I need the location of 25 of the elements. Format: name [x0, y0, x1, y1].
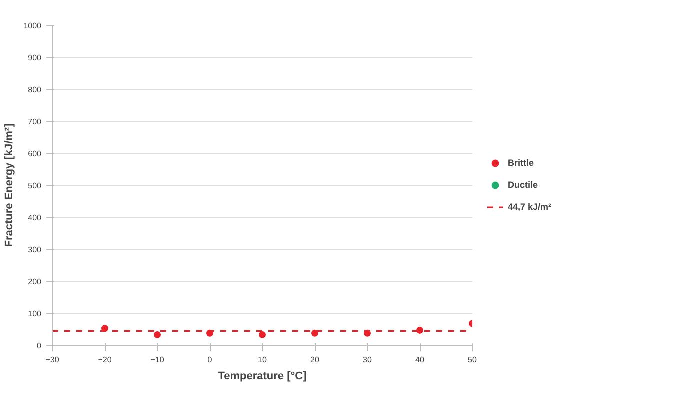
- x-tick-label: 10: [258, 356, 268, 364]
- legend-label: Brittle: [508, 158, 534, 168]
- x-tick-label: 50: [468, 356, 478, 364]
- y-tick-label: 0: [37, 342, 42, 350]
- x-tick-label: 20: [310, 356, 320, 364]
- y-axis-title: Fracture Energy [kJ/m²]: [4, 123, 16, 248]
- y-tick-label: 700: [28, 118, 42, 126]
- y-tick-label: 300: [28, 246, 42, 254]
- x-tick-label: 30: [363, 356, 372, 364]
- x-tick-label: −10: [150, 356, 165, 364]
- y-tick-label: 500: [28, 182, 42, 190]
- x-tick-label: 40: [416, 356, 425, 364]
- x-tick-label: −30: [46, 356, 60, 364]
- legend-label: 44,7 kJ/m²: [508, 202, 552, 212]
- y-tick-label: 600: [28, 150, 42, 158]
- y-tick-label: 1000: [24, 22, 42, 30]
- x-tick-label: −20: [98, 356, 112, 364]
- y-tick-label: 800: [28, 86, 42, 94]
- x-tick-label: 0: [208, 356, 213, 364]
- legend-label: Ductile: [508, 180, 538, 190]
- y-tick-label: 200: [28, 278, 42, 286]
- x-axis-title: Temperature [°C]: [218, 370, 308, 382]
- y-tick-label: 400: [28, 214, 42, 222]
- y-tick-label: 100: [28, 310, 42, 318]
- y-tick-label: 900: [28, 54, 42, 62]
